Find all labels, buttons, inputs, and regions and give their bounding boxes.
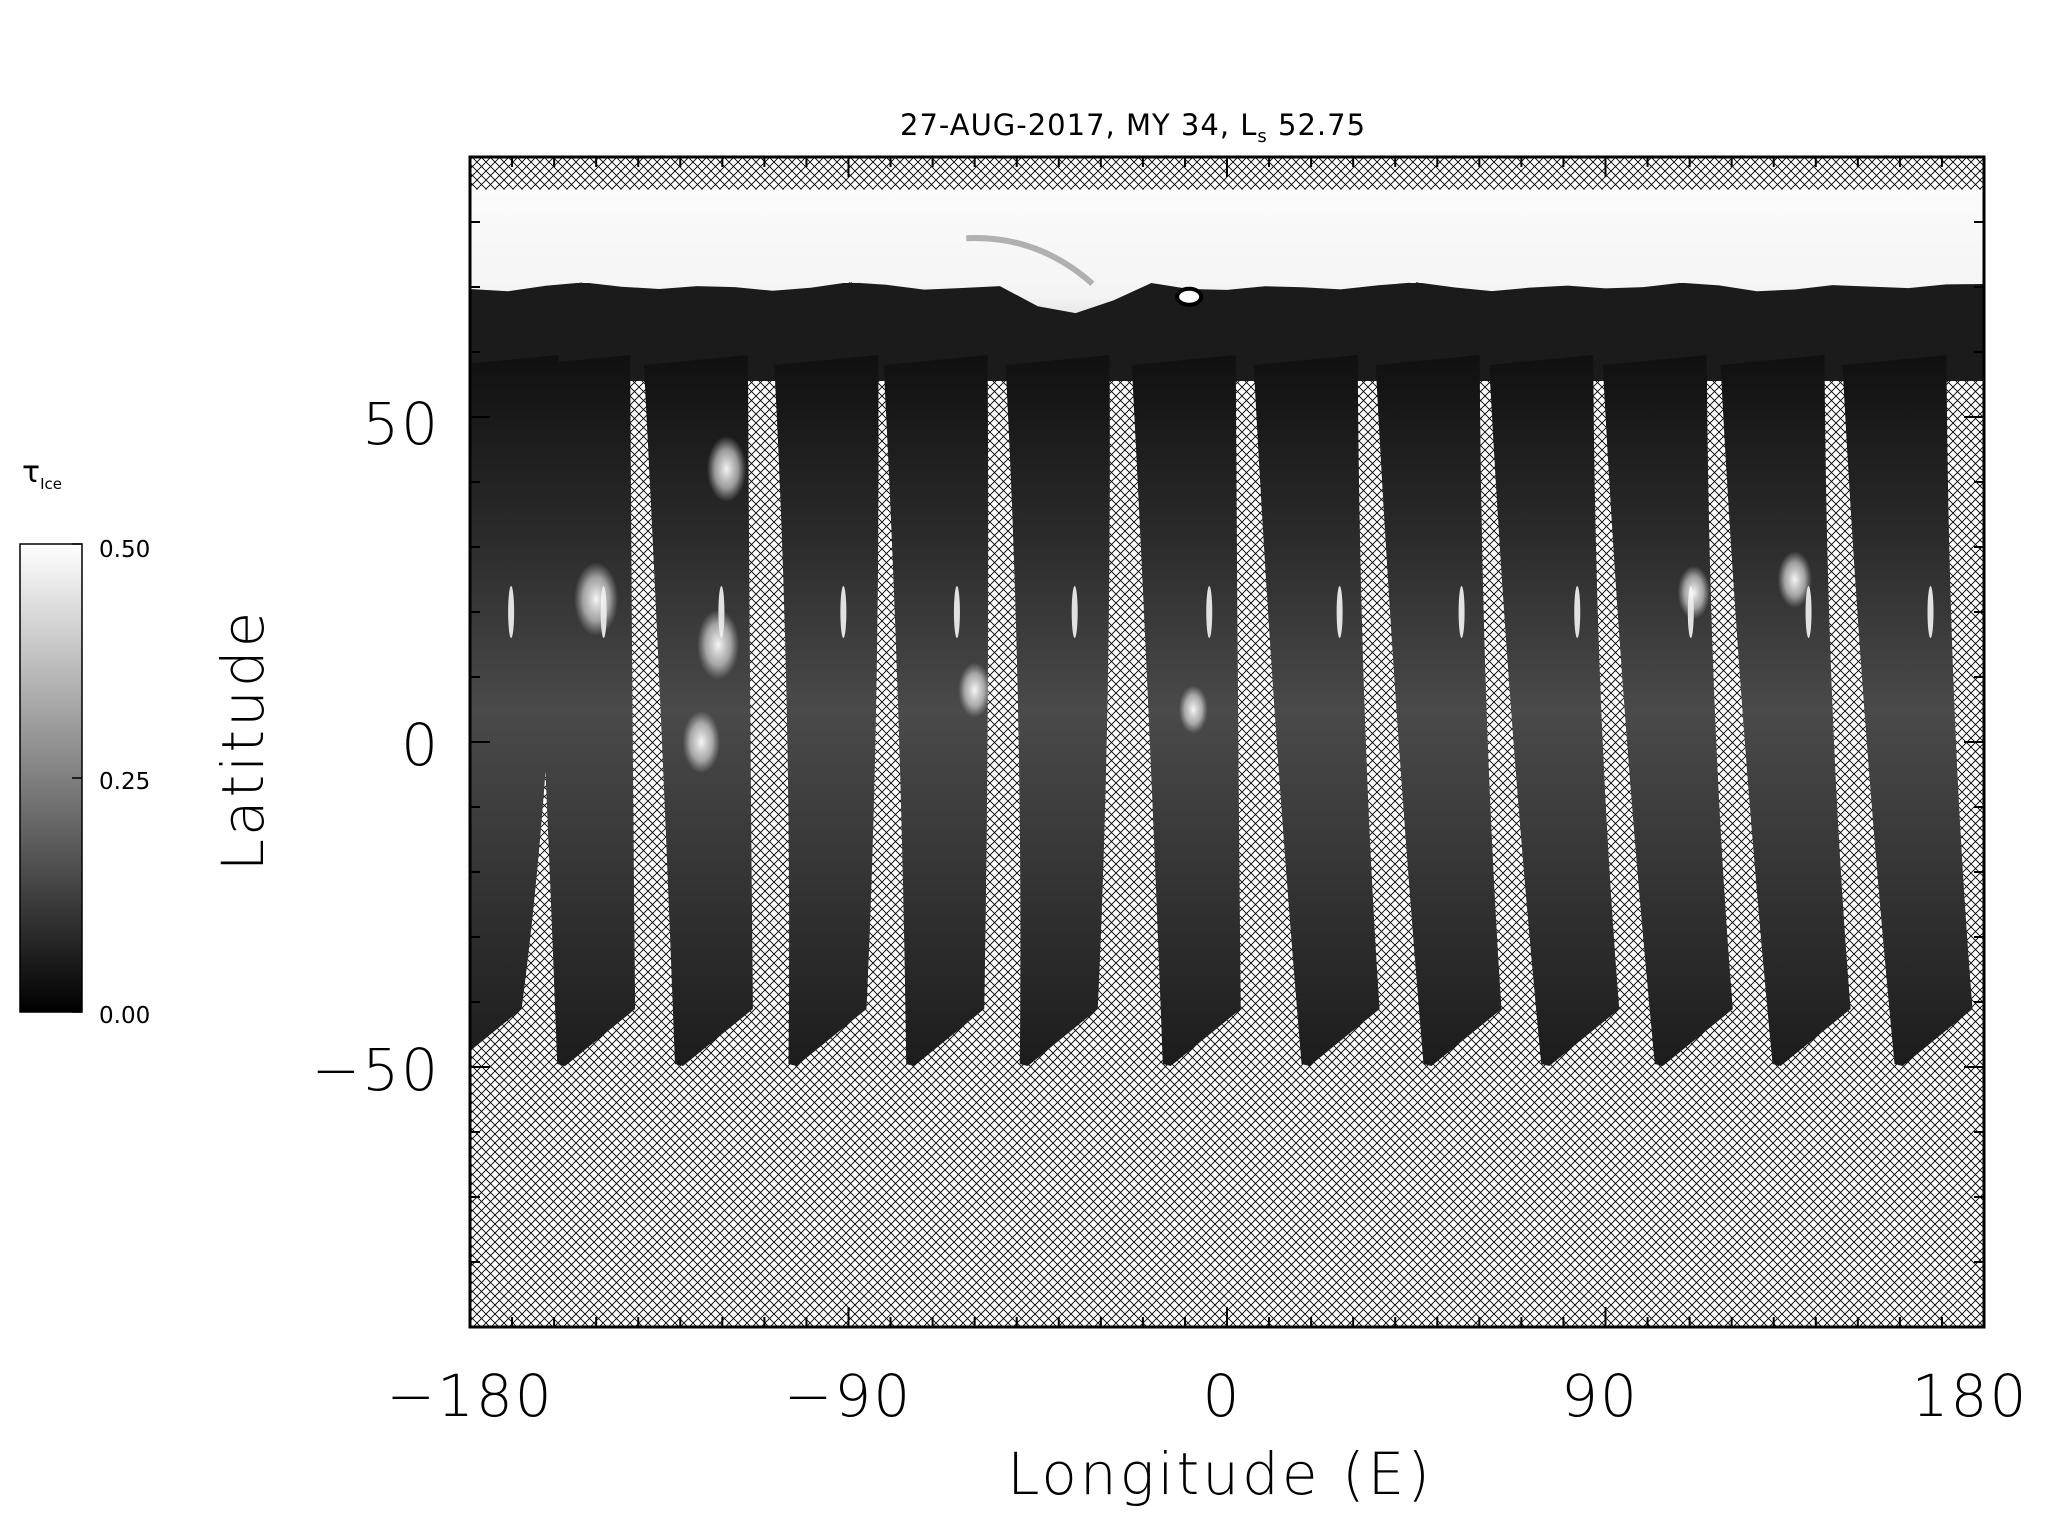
swath — [883, 355, 989, 1066]
x-tick-label: −180 — [386, 1362, 554, 1430]
colorbar-symbol-sub: Ice — [40, 475, 62, 493]
bright-cloud — [682, 710, 721, 774]
polar-cap — [470, 189, 1984, 314]
x-tick-label: 0 — [1202, 1362, 1242, 1430]
colorbar-ticks — [72, 543, 82, 1013]
colorbar-tick-label: 0.25 — [99, 769, 151, 795]
map-title: 27-AUG-2017, MY 34, Ls 52.75 — [900, 108, 1366, 147]
swath-gap — [953, 586, 960, 638]
colorbar-tick-label: 0.00 — [99, 1003, 151, 1029]
swath — [1602, 355, 1733, 1066]
colorbar-symbol: τ — [22, 455, 41, 490]
swath-gap — [1927, 586, 1934, 638]
swath-gap — [1574, 586, 1581, 638]
swath-gap — [1336, 586, 1343, 638]
colorbar-tick-label: 0.50 — [99, 537, 151, 563]
swath — [526, 355, 636, 1066]
crater-ring — [1175, 286, 1204, 307]
axis-ticks — [469, 156, 1985, 1328]
y-axis-label: Latitude — [209, 608, 277, 872]
x-axis-label: Longitude (E) — [1007, 1440, 1433, 1508]
swath — [1720, 355, 1851, 1066]
swath — [774, 355, 879, 1066]
x-tick-label: 180 — [1911, 1362, 2029, 1430]
colorbar — [19, 543, 83, 1013]
map-content — [470, 189, 1984, 1066]
x-tick-label: 90 — [1561, 1362, 1639, 1430]
swath — [1005, 355, 1110, 1066]
swath — [1375, 355, 1502, 1066]
title-value: 52.75 — [1267, 108, 1367, 142]
cap-streak — [966, 235, 1095, 286]
y-tick-label: 50 — [362, 390, 440, 458]
bright-cloud — [1777, 551, 1812, 608]
x-tick-label: −90 — [783, 1362, 913, 1430]
swath — [1253, 355, 1380, 1066]
swath — [643, 355, 753, 1066]
swath-gap — [1206, 586, 1213, 638]
bright-cloud — [1677, 565, 1710, 620]
swath-gap — [508, 586, 515, 638]
swath — [1489, 355, 1620, 1066]
bright-cloud — [697, 609, 740, 680]
swath-gap — [840, 586, 847, 638]
bright-cloud — [574, 562, 619, 636]
bright-cloud — [706, 436, 747, 502]
y-tick-label: −50 — [311, 1036, 440, 1104]
swath-gap — [1071, 586, 1078, 638]
bright-cloud — [1178, 685, 1208, 734]
bright-cloud — [958, 662, 992, 718]
y-tick-label: 0 — [401, 711, 440, 779]
title-text: 27-AUG-2017, MY 34, L — [900, 108, 1258, 142]
colorbar-title: τIce — [22, 455, 62, 493]
title-subscript: s — [1257, 125, 1268, 147]
swath — [1842, 355, 1973, 1066]
swath-gap — [1458, 586, 1465, 638]
